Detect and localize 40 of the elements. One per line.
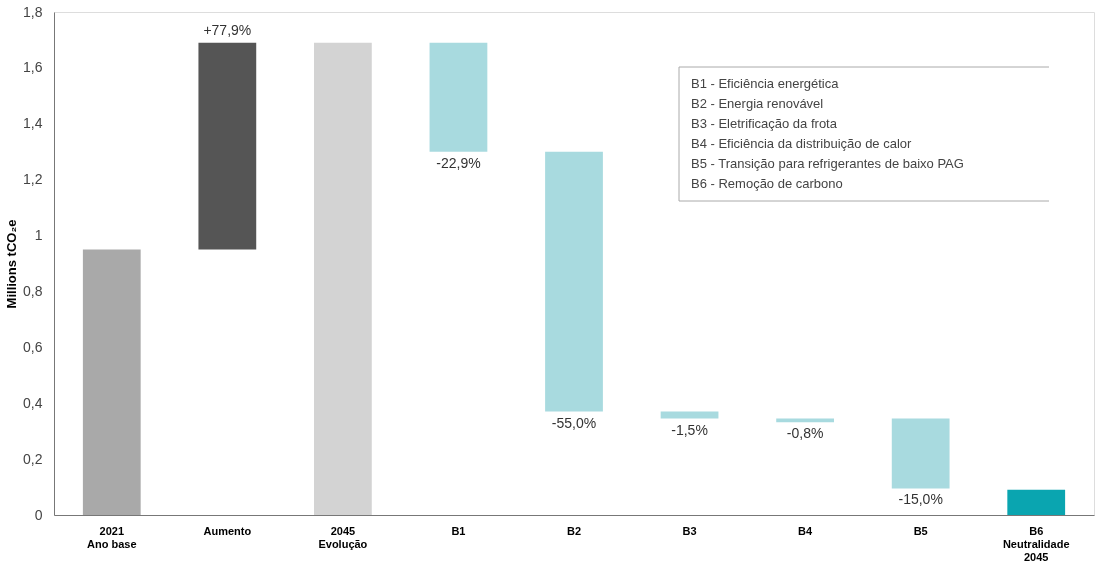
bar: [314, 42, 372, 515]
y-tick-label: 1: [34, 227, 43, 244]
x-tick-label: B5: [913, 524, 928, 537]
x-tick-label: B1: [451, 524, 466, 537]
y-tick-label: 0,2: [23, 450, 43, 467]
annotation: B4 - Eficiência da distribuição de calor: [691, 136, 913, 151]
annotation: B2 - Energia renovável: [691, 96, 824, 111]
y-tick-label: 1,6: [23, 59, 43, 76]
x-tick-label: B3: [682, 524, 697, 537]
annotation: B6 - Remoção de carbono: [691, 176, 843, 191]
bar: [545, 151, 603, 412]
x-tick-label: B6 Neutralidade 2045: [1002, 524, 1070, 563]
bar: [198, 42, 257, 250]
y-tick-label: 0,4: [23, 394, 43, 411]
x-tick-label: B4: [798, 524, 814, 537]
annotation: +77,9%: [203, 21, 252, 38]
annotation: -22,9%: [436, 154, 481, 171]
annotation: -0,8%: [786, 425, 824, 442]
annotation: -1,5%: [671, 421, 708, 438]
bar: [82, 249, 141, 515]
annotation: B1 - Eficiência energética: [691, 76, 840, 91]
y-tick-label: 0: [34, 506, 43, 523]
annotation: B5 - Transição para refrigerantes de baixo PAG: [691, 156, 964, 171]
x-tick-label: B2: [566, 524, 582, 537]
x-tick-label: Aumento: [203, 524, 252, 537]
bar: [891, 418, 950, 489]
x-tick-label: 2045 Evolução: [318, 524, 368, 550]
bar: [660, 411, 719, 419]
y-tick-label: 1,2: [23, 171, 43, 188]
annotation: B3 - Eletrificação da frota: [691, 116, 838, 131]
annotation: -15,0%: [898, 491, 943, 508]
y-tick-label: 1,4: [23, 115, 43, 132]
y-tick-label: 0,8: [23, 282, 43, 299]
y-tick-label: 0,6: [23, 338, 43, 355]
y-axis-title: Millions tCO₂e: [4, 219, 20, 309]
x-tick-label: 2021 Ano base: [87, 524, 137, 550]
y-tick-label: 1,8: [23, 3, 43, 20]
bar: [1007, 489, 1066, 515]
bar: [429, 42, 488, 152]
annotation: -55,0%: [551, 414, 597, 431]
